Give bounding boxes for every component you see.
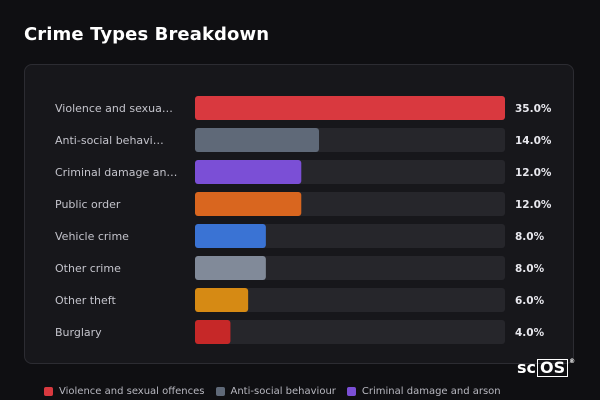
- scos-logo: sc OS ®: [517, 359, 575, 377]
- value-label: 8.0%: [515, 231, 545, 243]
- legend-label: Anti-social behaviour: [230, 386, 336, 397]
- bar[interactable]: [195, 96, 505, 120]
- category-label: Anti-social behavi…: [55, 134, 164, 147]
- logo-sc: sc: [517, 358, 537, 377]
- bar-track: [195, 224, 505, 248]
- bar[interactable]: [195, 288, 249, 312]
- bar[interactable]: [195, 128, 319, 152]
- legend-swatch: [346, 387, 356, 396]
- category-label: Public order: [55, 198, 121, 211]
- bar-track: [195, 256, 505, 280]
- bar-chart: Violence and sexua… 35.0% Anti-social beha…: [55, 96, 552, 344]
- category-label: Other theft: [55, 294, 116, 307]
- value-label: 12.0%: [515, 199, 552, 211]
- value-label: 8.0%: [515, 263, 545, 275]
- category-label: Criminal damage an…: [55, 166, 177, 179]
- legend-item[interactable]: Anti-social behaviour: [215, 386, 336, 397]
- legend-swatch: [215, 387, 225, 396]
- category-label: Other crime: [55, 262, 121, 275]
- category-label: Vehicle crime: [55, 230, 129, 243]
- bar[interactable]: [195, 256, 266, 280]
- value-label: 14.0%: [515, 135, 552, 147]
- legend-item[interactable]: Violence and sexual offences: [44, 386, 205, 397]
- value-label: 6.0%: [515, 295, 545, 307]
- legend-label: Violence and sexual offences: [59, 386, 205, 397]
- category-label: Violence and sexua…: [55, 102, 173, 115]
- value-label: 35.0%: [515, 103, 552, 115]
- legend-item[interactable]: Criminal damage and arson: [346, 386, 501, 397]
- chart-title: Crime Types Breakdown: [24, 24, 270, 45]
- logo-os: OS: [537, 359, 569, 377]
- bar[interactable]: [195, 224, 266, 248]
- bar[interactable]: [195, 160, 302, 184]
- legend-swatch: [44, 387, 53, 396]
- value-label: 4.0%: [515, 327, 545, 339]
- legend-label: Criminal damage and arson: [361, 386, 501, 397]
- value-label: 12.0%: [515, 167, 552, 179]
- bar-track: [195, 288, 505, 312]
- chart-legend: Violence and sexual offences Anti-social …: [44, 386, 512, 397]
- bar-track: [195, 320, 505, 344]
- category-label: Burglary: [55, 326, 102, 339]
- bar[interactable]: [195, 320, 231, 344]
- logo-registered-mark: ®: [569, 358, 576, 365]
- chart-panel: Violence and sexua… 35.0% Anti-social beha…: [24, 64, 574, 364]
- bar[interactable]: [195, 192, 302, 216]
